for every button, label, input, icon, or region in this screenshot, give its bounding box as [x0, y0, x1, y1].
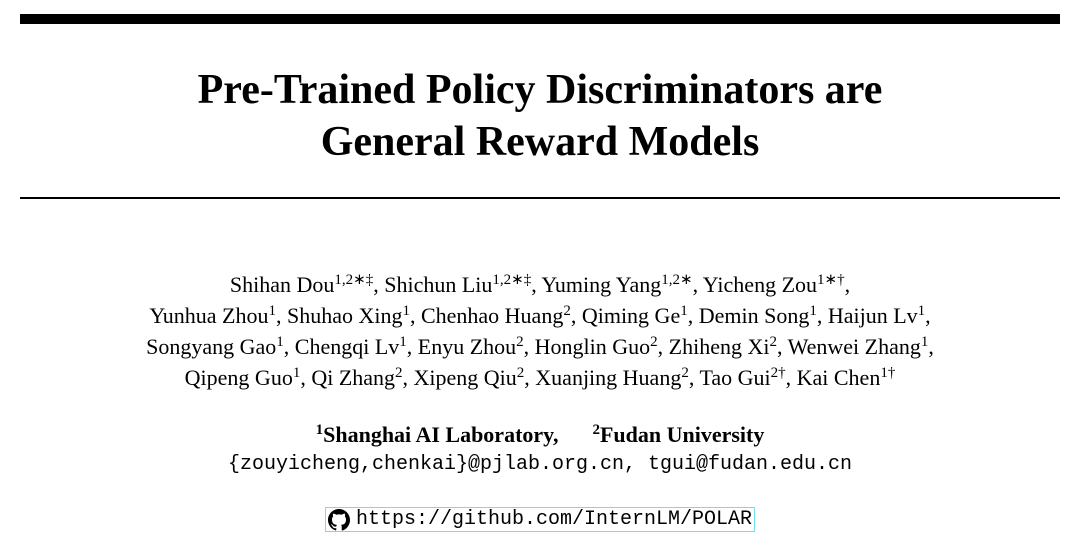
separator: ,	[531, 272, 537, 297]
separator: ,	[275, 303, 282, 328]
affiliation: 1Shanghai AI Laboratory,	[316, 422, 559, 447]
author-name: Wenwei Zhang	[787, 334, 921, 359]
separator: ,	[409, 303, 416, 328]
separator: ,	[524, 365, 530, 390]
author-marks: 1	[917, 303, 926, 319]
separator: ,	[283, 334, 290, 359]
author-name: Demin Song	[698, 303, 810, 328]
author-marks: 1†	[880, 365, 896, 381]
author-marks: 2	[395, 365, 403, 381]
separator: ,	[785, 365, 792, 390]
author-name: Haijun Lv	[827, 303, 918, 328]
author-marks: 1	[920, 334, 929, 350]
author-marks: 1	[809, 303, 817, 319]
author-marks: 1	[399, 334, 407, 350]
author-name: Yuming Yang	[541, 272, 662, 297]
author-line: Qipeng Guo1, Qi Zhang2, Xipeng Qiu2, Xua…	[0, 362, 1080, 393]
author-line: Yunhua Zhou1, Shuhao Xing1, Chenhao Huan…	[0, 300, 1080, 331]
author-name: Yicheng Zou	[702, 272, 818, 297]
author-name: Xipeng Qiu	[413, 365, 517, 390]
title: Pre-Trained Policy Discriminators are Gen…	[0, 64, 1080, 168]
title-line: Pre-Trained Policy Discriminators are	[197, 67, 883, 113]
separator: ,	[777, 334, 783, 359]
author-name: Xuanjing Huang	[535, 365, 682, 390]
author-line: Shihan Dou1,2∗‡, Shichun Liu1,2∗‡, Yumin…	[0, 269, 1080, 300]
repo-link[interactable]: https://github.com/InternLM/POLAR	[324, 507, 756, 532]
affiliation-name: Fudan University	[599, 422, 765, 447]
author-marks: 1,2∗‡	[492, 272, 532, 288]
author-name: Yunhua Zhou	[149, 303, 269, 328]
author-marks: 2	[681, 365, 689, 381]
separator: ,	[657, 334, 664, 359]
author-name: Shuhao Xing	[286, 303, 403, 328]
author-marks: 2†	[770, 365, 786, 381]
author-marks: 2	[563, 303, 571, 319]
author-line: Songyang Gao1, Chengqi Lv1, Enyu Zhou2, …	[0, 331, 1080, 362]
separator: ,	[816, 303, 823, 328]
author-name: Tao Gui	[699, 365, 771, 390]
top-rule	[20, 14, 1060, 24]
author-name: Qi Zhang	[311, 365, 396, 390]
affiliation-mark: 1	[315, 422, 324, 438]
separator: ,	[523, 334, 530, 359]
author-marks: 1,2∗	[661, 272, 693, 288]
link-text: https://github.com/InternLM/POLAR	[355, 508, 753, 531]
author-marks: 1,2∗‡	[334, 272, 374, 288]
separator: ,	[844, 272, 851, 297]
separator: ,	[928, 334, 934, 359]
separator: ,	[687, 303, 694, 328]
author-name: Qiming Ge	[581, 303, 681, 328]
bottom-rule	[20, 197, 1060, 199]
author-name: Songyang Gao	[146, 334, 277, 359]
separator: ,	[373, 272, 379, 297]
author-name: Qipeng Guo	[184, 365, 293, 390]
author-marks: 1	[402, 303, 410, 319]
author-name: Shihan Dou	[229, 272, 335, 297]
emails: {zouyicheng,chenkai}@pjlab.org.cn, tgui@…	[227, 453, 853, 476]
affiliation: 2Fudan University	[592, 422, 764, 447]
separator: ,	[688, 365, 695, 390]
author-marks: 2	[516, 365, 525, 381]
author-marks: 1	[292, 365, 301, 381]
affiliations: 1Shanghai AI Laboratory, 2Fudan Universit…	[0, 422, 1080, 448]
author-name: Shichun Liu	[384, 272, 493, 297]
author-list: Shihan Dou1,2∗‡, Shichun Liu1,2∗‡, Yumin…	[0, 269, 1080, 393]
separator: ,	[692, 272, 699, 297]
separator: ,	[300, 365, 306, 390]
author-marks: 1	[268, 303, 276, 319]
author-name: Zhiheng Xi	[668, 334, 770, 359]
author-name: Kai Chen	[796, 365, 881, 390]
author-marks: 2	[769, 334, 778, 350]
affiliation-mark: 2	[592, 422, 600, 438]
author-marks: 2	[516, 334, 524, 350]
separator: ,	[925, 303, 931, 328]
author-marks: 1	[276, 334, 284, 350]
separator: ,	[402, 365, 409, 390]
author-marks: 2	[650, 334, 658, 350]
author-name: Enyu Zhou	[417, 334, 517, 359]
author-marks: 1∗†	[817, 272, 845, 288]
title-line: General Reward Models	[320, 119, 760, 165]
author-marks: 1	[680, 303, 688, 319]
author-name: Honglin Guo	[534, 334, 651, 359]
separator: ,	[570, 303, 577, 328]
author-name: Chengqi Lv	[294, 334, 400, 359]
separator: ,	[406, 334, 413, 359]
affiliation-name: Shanghai AI Laboratory,	[323, 422, 559, 447]
author-name: Chenhao Huang	[420, 303, 564, 328]
github-icon	[327, 508, 350, 531]
